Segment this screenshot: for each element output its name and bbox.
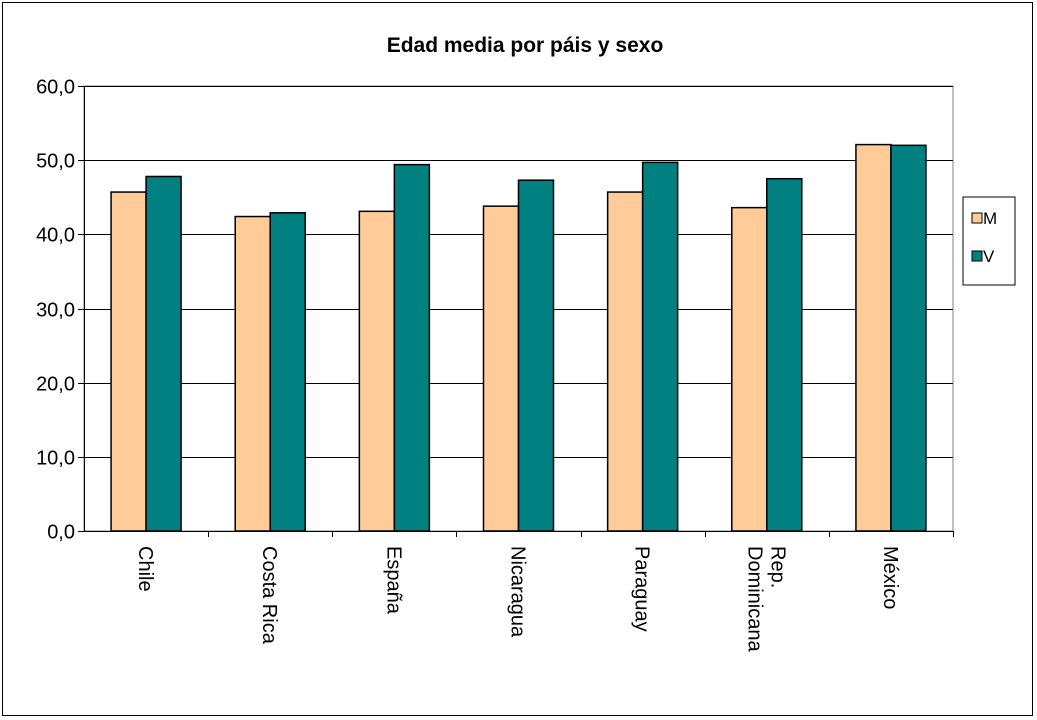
bar-m	[731, 206, 768, 532]
bar-m	[110, 191, 147, 532]
legend: MV	[962, 196, 1016, 286]
x-category-label: España	[382, 546, 404, 615]
legend-label-m: M	[983, 209, 997, 228]
bar-v	[641, 161, 679, 532]
y-tick-label: 60,0	[36, 77, 75, 99]
chart-title: Edad media por páis y sexo	[387, 34, 664, 57]
legend-label-v: V	[983, 247, 995, 266]
legend-swatch-v	[971, 250, 983, 262]
bar-v	[393, 163, 431, 532]
x-category-label: Nicaragua	[507, 546, 529, 638]
bar-m	[606, 191, 644, 532]
x-category-label: Rep.	[766, 546, 788, 588]
bar-v	[890, 144, 927, 532]
bar-m	[234, 215, 271, 532]
x-category-label: Costa Rica	[258, 546, 280, 645]
bars	[110, 143, 927, 532]
axes: 0,0 10,0 20,0 30,0 40,0 50,0 60,0 Chile Costa Ri…	[36, 77, 954, 652]
x-category-label: Dominicana	[743, 546, 765, 652]
y-tick-label: 40,0	[36, 225, 75, 247]
y-tick-label: 0,0	[47, 522, 75, 544]
y-tick-label: 50,0	[36, 151, 75, 173]
y-tick-label: 30,0	[36, 300, 75, 322]
legend-swatch-m	[971, 212, 983, 224]
bar-v	[269, 212, 306, 532]
x-category-label: Paraguay	[631, 546, 653, 632]
bar-m	[855, 143, 892, 532]
bar-v	[517, 179, 555, 532]
y-tick-label: 10,0	[36, 448, 75, 470]
bar-m	[358, 210, 396, 532]
x-category-label: México	[879, 546, 901, 609]
bar-v	[145, 175, 182, 532]
legend-box	[962, 196, 1016, 286]
y-tick-label: 20,0	[36, 374, 75, 396]
x-category-label: Chile	[134, 546, 156, 592]
bar-v	[766, 177, 803, 532]
bar-m	[482, 205, 520, 532]
